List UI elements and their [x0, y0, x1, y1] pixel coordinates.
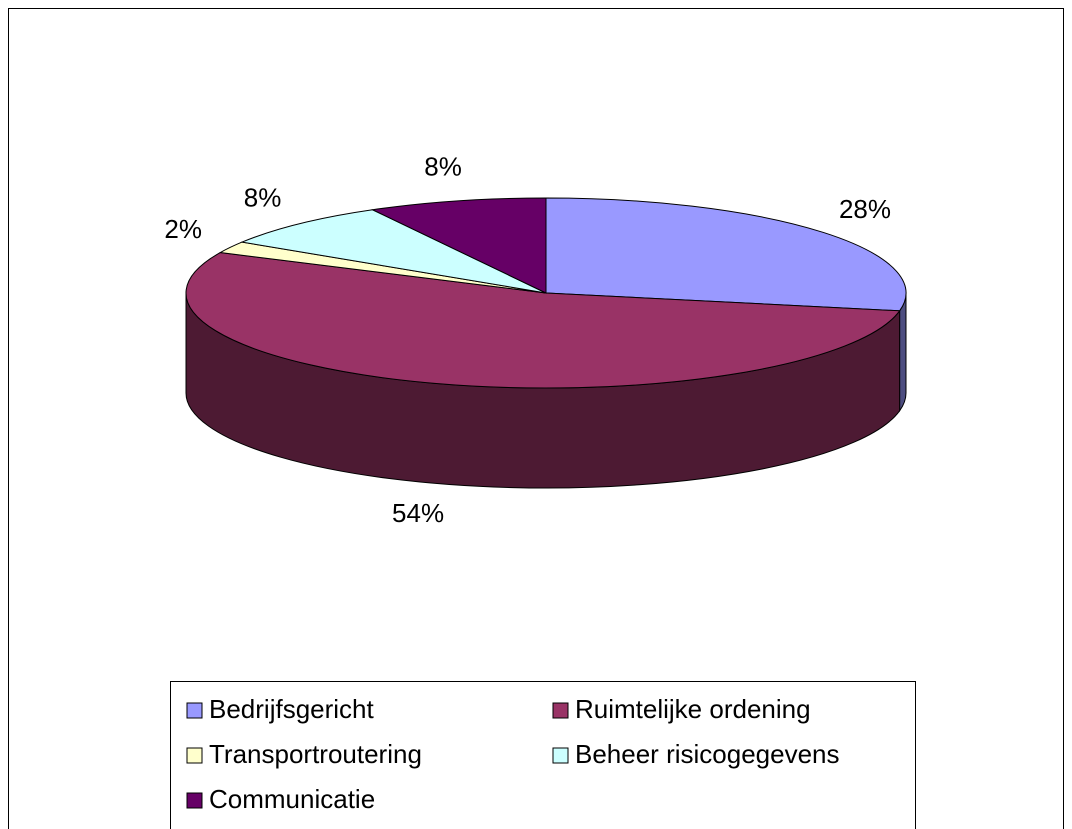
- pie: 28% 54% 2% 8% 8%: [164, 152, 907, 528]
- pie-slice: [545, 197, 907, 312]
- pie-slice-side: [899, 292, 907, 413]
- pie-slice: [185, 252, 901, 389]
- legend-label: Bedrijfsgericht: [209, 694, 375, 724]
- legend-swatch: [552, 747, 569, 764]
- legend-box: [170, 681, 916, 829]
- data-label: 28%: [839, 194, 891, 224]
- legend-swatch: [552, 702, 569, 719]
- legend: Bedrijfsgericht Ruimtelijke ordening Trans…: [186, 694, 840, 814]
- data-label: 8%: [424, 152, 462, 182]
- pie-slice: [240, 209, 547, 294]
- legend-swatch: [186, 792, 203, 809]
- legend-swatch: [186, 747, 203, 764]
- data-label: 8%: [244, 182, 282, 212]
- legend-label: Communicatie: [209, 784, 375, 814]
- data-label: 2%: [164, 214, 202, 244]
- legend-label: Ruimtelijke ordening: [575, 694, 811, 724]
- data-label: 54%: [392, 498, 444, 528]
- legend-label: Transportroutering: [209, 739, 422, 769]
- legend-label: Beheer risicogegevens: [575, 739, 840, 769]
- pie-slice: [370, 197, 547, 294]
- legend-swatch: [186, 702, 203, 719]
